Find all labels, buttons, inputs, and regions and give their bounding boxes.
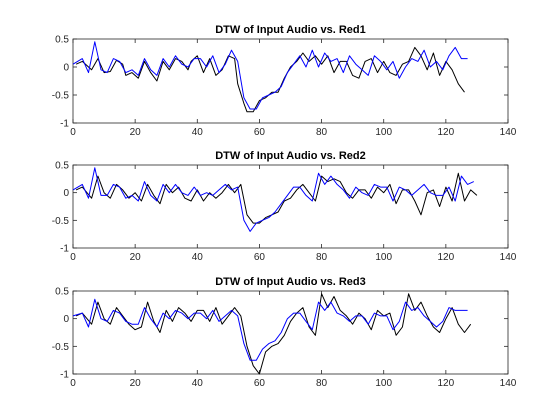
x-tick-label: 120 (438, 127, 455, 138)
x-tick-label: 60 (254, 127, 266, 138)
y-tick-label: 0.5 (55, 287, 69, 298)
x-tick-label: 40 (192, 252, 204, 263)
x-tick-label: 20 (130, 127, 142, 138)
x-tick-label: 80 (316, 378, 328, 389)
x-tick-label: 140 (500, 378, 517, 389)
x-tick-label: 40 (192, 378, 204, 389)
x-tick-label: 140 (500, 127, 517, 138)
x-tick-label: 80 (316, 252, 328, 263)
x-tick-label: 0 (70, 252, 76, 263)
x-tick-label: 60 (254, 252, 266, 263)
x-tick-label: 0 (70, 127, 76, 138)
y-tick-label: 0 (63, 188, 69, 199)
y-tick-label: -0.5 (52, 216, 70, 227)
y-tick-label: -0.5 (52, 91, 70, 102)
x-tick-label: 120 (438, 252, 455, 263)
x-tick-label: 40 (192, 127, 204, 138)
x-tick-label: 140 (500, 252, 517, 263)
plot-area (73, 39, 508, 123)
plot-area (73, 165, 508, 248)
chart-title: DTW of Input Audio vs. Red2 (215, 150, 366, 162)
y-tick-label: 0 (63, 314, 69, 325)
x-tick-label: 60 (254, 378, 266, 389)
y-tick-label: -1 (60, 119, 69, 130)
chart-title: DTW of Input Audio vs. Red1 (215, 24, 366, 36)
plot-area (73, 291, 508, 374)
x-tick-label: 120 (438, 378, 455, 389)
x-tick-label: 20 (130, 378, 142, 389)
y-tick-label: -0.5 (52, 342, 70, 353)
y-tick-label: -1 (60, 370, 69, 381)
y-tick-label: 0.5 (55, 161, 69, 172)
y-tick-label: -1 (60, 244, 69, 255)
x-tick-label: 80 (316, 127, 328, 138)
x-tick-label: 100 (375, 252, 392, 263)
x-tick-label: 100 (375, 127, 392, 138)
y-tick-label: 0.5 (55, 35, 69, 46)
y-tick-label: 0 (63, 63, 69, 74)
subplot-1: DTW of Input Audio vs. Red1 0 20 40 60 80 100 1… (52, 24, 517, 138)
x-tick-label: 20 (130, 252, 142, 263)
x-tick-label: 0 (70, 378, 76, 389)
subplot-2: DTW of Input Audio vs. Red2 0 20 40 60 80 100 1… (52, 150, 517, 263)
chart-title: DTW of Input Audio vs. Red3 (215, 276, 366, 288)
subplot-3: DTW of Input Audio vs. Red3 0 20 40 60 80 100 1… (52, 276, 517, 389)
x-tick-label: 100 (375, 378, 392, 389)
